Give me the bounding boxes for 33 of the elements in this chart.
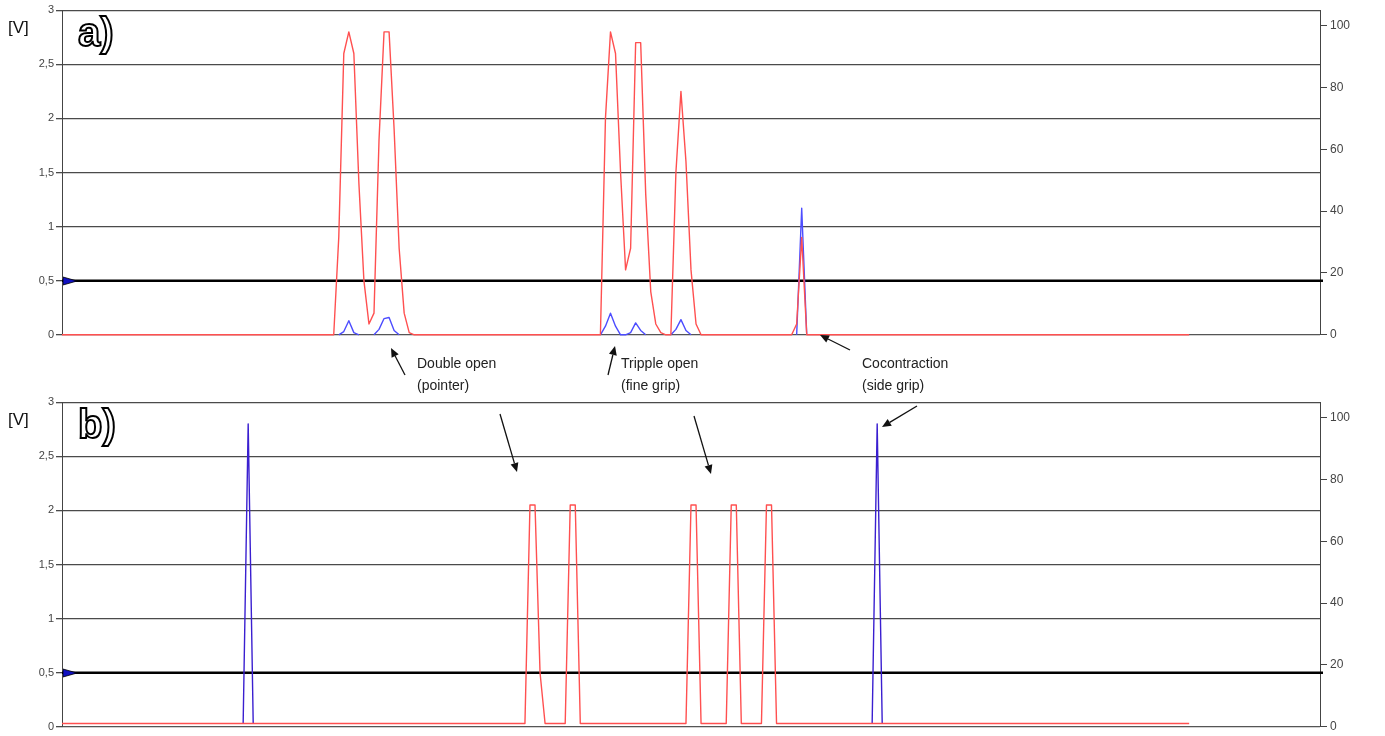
y-tick-label: 2,5 [38,57,54,70]
y2-tick-label: 20 [1330,265,1344,280]
y2-tick-label: 40 [1330,595,1344,610]
y-tick-label: 0 [47,327,54,340]
y2-tick-label: 40 [1330,203,1344,218]
y-tick-label: 1,5 [38,557,54,570]
annotation: b) [78,402,116,446]
y-tick-label: 2 [47,111,54,124]
y-tick-label: 3 [47,395,54,408]
y-axis-title: [V] [8,18,29,38]
y-tick-label: 1 [47,611,54,624]
y2-tick-label: 0 [1330,719,1337,734]
y-tick-label: 0,5 [38,665,54,678]
y2-tick-label: 0 [1330,327,1337,342]
y-axis-title: [V] [8,410,29,430]
y2-tick-label: 20 [1330,657,1344,672]
y2-tick-label: 100 [1330,409,1351,424]
y-tick-label: 1 [47,219,54,232]
text: Cocontraction (side grip) [862,354,949,395]
y-tick-label: 3 [47,3,54,16]
y-tick-label: 2,5 [38,449,54,462]
text: Tripple open (fine grip) [621,354,699,395]
y2-tick-label: 60 [1330,533,1344,548]
annotation: a) [78,10,114,54]
y2-tick-label: 60 [1330,141,1344,156]
text: Double open (pointer) [417,354,497,395]
y-tick-label: 1,5 [38,165,54,178]
y2-tick-label: 80 [1330,471,1344,486]
y2-tick-label: 100 [1330,17,1351,32]
y-tick-label: 0,5 [38,273,54,286]
y2-tick-label: 80 [1330,79,1344,94]
y-tick-label: 0 [47,719,54,732]
y-tick-label: 2 [47,503,54,516]
